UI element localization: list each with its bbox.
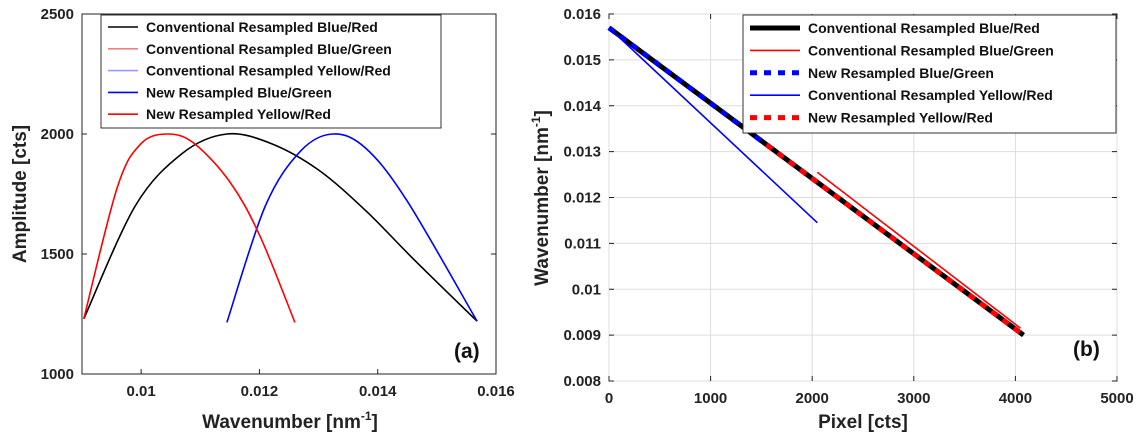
- chart-b-y-tick-label: 0.013: [563, 144, 601, 161]
- chart-a-x-tick-label: 0.01: [127, 383, 156, 400]
- chart-b-series-group: [607, 25, 1025, 338]
- legend-label-new-resampled-blue-green: New Resampled Blue/Green: [808, 65, 994, 81]
- chart-b-y-tick-label: 0.016: [563, 6, 601, 23]
- legend-label-conventional-resampled-yellow-red: Conventional Resampled Yellow/Red: [146, 63, 391, 79]
- legend-label-conventional-resampled-yellow-red: Conventional Resampled Yellow/Red: [808, 87, 1053, 103]
- chart-b-x-tick-label: 5000: [1100, 390, 1133, 407]
- legend-label-new-resampled-yellow-red: New Resampled Yellow/Red: [146, 106, 331, 122]
- chart-a-legend: Conventional Resampled Blue/Red Conventio…: [100, 14, 442, 129]
- chart-a-x-tick-label: 0.014: [359, 383, 397, 400]
- chart-b-legend: Conventional Resampled Blue/Red Conventio…: [742, 14, 1117, 134]
- chart-b-x-tick-label: 4000: [999, 390, 1032, 407]
- chart-a-x-tick-label: 0.016: [477, 383, 515, 400]
- series-line-new-resampled-blue-green: [226, 133, 478, 323]
- series-line-new-resampled-yellow-red: [765, 142, 1025, 338]
- chart-a-y-tick-label: 1500: [41, 246, 74, 263]
- series-line-conventional-resampled-yellow-red: [608, 27, 818, 224]
- chart-a-panel-label: (a): [454, 340, 480, 363]
- series-line-conventional-resampled-blue-green: [816, 171, 1021, 329]
- chart-b-y-tick-label: 0.01: [572, 281, 601, 298]
- chart-b-y-tick-label: 0.008: [563, 373, 601, 390]
- chart-b-y-tick-label: 0.009: [563, 327, 601, 344]
- legend-label-conventional-resampled-blue-red: Conventional Resampled Blue/Red: [808, 20, 1040, 36]
- chart-a-legend-box: [100, 14, 442, 129]
- chart-b-x-tick-label: 3000: [897, 390, 930, 407]
- chart-a-y-tick-label: 2500: [41, 6, 74, 23]
- chart-b-x-tick-label: 1000: [694, 390, 727, 407]
- legend-label-new-resampled-yellow-red: New Resampled Yellow/Red: [808, 110, 993, 126]
- chart-b-y-tick-label: 0.014: [563, 98, 601, 115]
- chart-a-x-tick-label: 0.012: [241, 383, 279, 400]
- chart-a: 0.01 0.012 0.014 0.016 1000 1500 2000 2500 Wave…: [10, 6, 515, 433]
- chart-a-xlabel-sup: -1: [361, 409, 372, 423]
- legend-label-new-resampled-blue-green: New Resampled Blue/Green: [146, 84, 332, 100]
- chart-b-x-tick-label: 0: [605, 390, 613, 407]
- legend-label-conventional-resampled-blue-red: Conventional Resampled Blue/Red: [146, 19, 378, 35]
- chart-b-y-tick-label: 0.015: [563, 52, 601, 69]
- chart-b-y-tick-label: 0.011: [564, 235, 601, 252]
- series-line-conventional-resampled-blue-red: [83, 132, 478, 322]
- legend-label-conventional-resampled-blue-green: Conventional Resampled Blue/Green: [808, 42, 1054, 58]
- chart-a-series-group: [83, 132, 478, 323]
- chart-b-legend-box: [742, 14, 1117, 134]
- chart-a-y-tick-label: 2000: [41, 126, 74, 143]
- chart-b-x-tick-label: 2000: [796, 390, 829, 407]
- legend-label-conventional-resampled-blue-green: Conventional Resampled Blue/Green: [146, 41, 392, 57]
- chart-b-panel-label: (b): [1073, 338, 1100, 361]
- chart-b-y-tick-label: 0.012: [563, 190, 601, 207]
- chart-a-xlabel: Wavenumber [nm-1]: [202, 409, 378, 433]
- chart-a-y-tick-label: 1000: [41, 366, 74, 383]
- series-line-new-resampled-yellow-red: [83, 133, 296, 323]
- chart-b-ylabel-sup: -1: [529, 116, 543, 127]
- chart-b-ylabel: Wavenumber [nm-1]: [529, 110, 553, 286]
- chart-a-ylabel: Amplitude [cts]: [10, 125, 31, 263]
- chart-b: 0 1000 2000 3000 4000 5000 0.008 0.009 0.01 0.011…: [529, 6, 1134, 433]
- chart-b-xlabel: Pixel [cts]: [818, 412, 908, 433]
